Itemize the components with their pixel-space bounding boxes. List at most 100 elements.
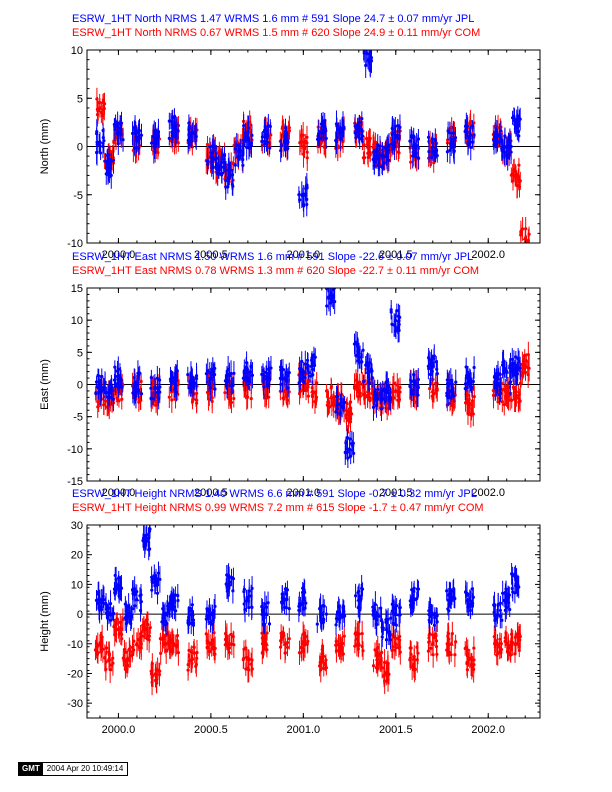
data-point	[131, 607, 135, 611]
data-point	[231, 184, 235, 188]
data-point	[472, 121, 476, 125]
data-point	[433, 137, 437, 142]
data-point	[390, 390, 394, 394]
data-point	[108, 602, 113, 606]
data-point	[105, 615, 110, 619]
data-point	[451, 386, 455, 390]
data-point	[326, 283, 329, 286]
data-marker	[393, 317, 399, 323]
data-point	[206, 397, 211, 401]
data-point	[284, 371, 288, 375]
data-point	[142, 625, 146, 629]
data-marker	[384, 387, 390, 393]
data-point	[169, 638, 173, 642]
data-point	[138, 608, 143, 613]
data-point	[232, 396, 236, 401]
data-point	[334, 649, 339, 653]
data-point	[435, 652, 439, 656]
data-marker	[448, 138, 454, 144]
data-marker	[115, 625, 121, 631]
data-marker	[282, 640, 288, 646]
data-point	[435, 372, 439, 376]
data-point	[230, 173, 235, 177]
data-point	[408, 658, 412, 662]
data-marker	[513, 124, 519, 130]
data-marker	[504, 143, 510, 149]
x-tick-label: 2001.5	[379, 249, 413, 261]
data-marker	[319, 129, 325, 135]
data-marker	[162, 640, 168, 646]
data-point	[195, 376, 199, 381]
data-point	[159, 651, 163, 656]
data-point	[463, 129, 467, 134]
data-marker	[504, 368, 510, 374]
data-point	[416, 156, 420, 160]
data-point	[104, 646, 109, 650]
data-point	[416, 377, 420, 382]
data-point	[157, 672, 162, 677]
data-point	[528, 247, 531, 250]
data-point	[383, 399, 387, 404]
data-point	[496, 400, 500, 404]
data-layer	[94, 283, 531, 469]
data-point	[125, 667, 129, 671]
data-point	[306, 363, 310, 367]
data-point	[94, 642, 99, 646]
data-point	[133, 604, 137, 608]
data-point	[173, 131, 178, 136]
data-point	[416, 137, 421, 141]
data-point	[352, 342, 357, 346]
data-marker	[513, 387, 519, 393]
data-point	[174, 390, 179, 394]
data-point	[261, 368, 265, 373]
data-point	[175, 634, 180, 638]
series-com	[93, 608, 522, 696]
data-point	[160, 620, 164, 624]
data-marker	[97, 104, 103, 110]
data-point	[246, 667, 250, 671]
data-point	[524, 239, 529, 243]
data-point	[445, 150, 450, 154]
data-point	[281, 631, 286, 635]
data-point	[414, 380, 418, 384]
data-point	[287, 371, 291, 375]
data-point	[222, 154, 227, 158]
data-point	[149, 672, 154, 676]
data-point	[306, 380, 311, 384]
data-marker	[513, 640, 519, 646]
data-point	[300, 646, 304, 650]
data-point	[508, 380, 512, 385]
data-point	[225, 635, 229, 639]
data-point	[280, 125, 285, 129]
data-point	[265, 631, 269, 635]
x-tick-label: 2001.5	[379, 487, 413, 499]
data-point	[98, 151, 103, 155]
data-point	[342, 634, 346, 638]
data-point	[241, 158, 245, 162]
data-marker	[115, 375, 121, 381]
data-point	[262, 647, 266, 651]
data-point	[326, 400, 330, 404]
data-point	[361, 156, 366, 160]
data-point	[416, 386, 420, 390]
data-point	[470, 124, 474, 128]
data-point	[324, 658, 328, 662]
data-marker	[430, 387, 436, 393]
data-point	[345, 436, 350, 440]
data-point	[155, 390, 159, 395]
data-point	[498, 387, 503, 391]
x-tick-label: 2002.0	[471, 487, 505, 499]
data-point	[372, 160, 376, 164]
data-point	[154, 403, 158, 407]
data-point	[268, 371, 272, 375]
data-marker	[115, 581, 121, 587]
data-marker	[384, 670, 390, 676]
data-point	[147, 529, 152, 533]
data-marker	[328, 291, 334, 297]
data-point	[508, 364, 512, 368]
data-marker	[504, 640, 510, 646]
data-marker	[494, 381, 500, 387]
data-point	[268, 146, 272, 150]
data-marker	[384, 153, 390, 159]
data-point	[304, 186, 308, 191]
